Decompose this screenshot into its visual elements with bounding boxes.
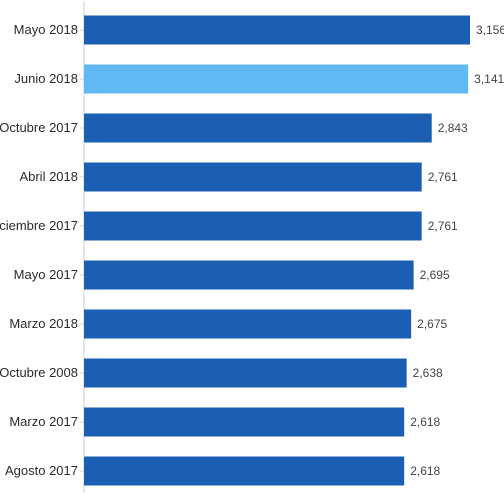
bar xyxy=(84,162,422,192)
value-label: 3,156 xyxy=(476,23,504,37)
category-label: Agosto 2017 xyxy=(5,463,78,478)
bar xyxy=(84,456,405,486)
category-label: Junio 2018 xyxy=(14,71,78,86)
category-label: Octubre 2008 xyxy=(0,365,78,380)
value-label: 2,761 xyxy=(428,219,458,233)
bar xyxy=(84,113,432,143)
category-label: Mayo 2018 xyxy=(14,22,78,37)
category-label: Octubre 2017 xyxy=(0,120,78,135)
category-label: Marzo 2017 xyxy=(9,414,78,429)
bar xyxy=(84,211,422,241)
value-label: 3,141 xyxy=(474,72,504,86)
category-label: Mayo 2017 xyxy=(14,267,78,282)
bar xyxy=(84,64,469,94)
category-label: Diciembre 2017 xyxy=(0,218,78,233)
bar xyxy=(84,15,470,45)
value-label: 2,843 xyxy=(438,121,468,135)
bar xyxy=(84,260,414,290)
category-label: Marzo 2018 xyxy=(9,316,78,331)
value-label: 2,675 xyxy=(417,317,447,331)
category-label: Abril 2018 xyxy=(19,169,78,184)
bar xyxy=(84,407,405,437)
value-label: 2,761 xyxy=(428,170,458,184)
bar xyxy=(84,358,407,388)
value-label: 2,695 xyxy=(420,268,450,282)
value-label: 2,618 xyxy=(410,464,440,478)
bar xyxy=(84,309,412,339)
value-label: 2,638 xyxy=(413,366,443,380)
value-label: 2,618 xyxy=(410,415,440,429)
